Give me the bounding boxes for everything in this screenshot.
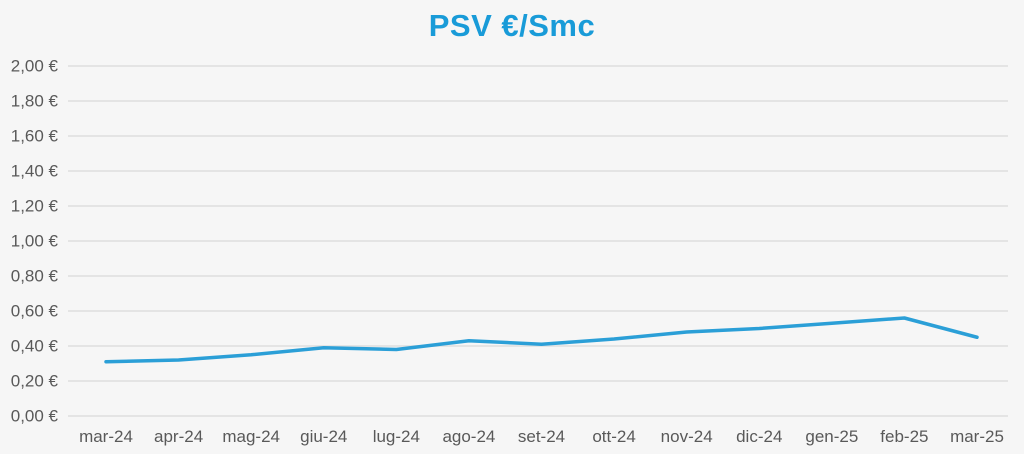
y-axis-tick-label: 2,00 € <box>10 56 58 76</box>
y-axis-tick-label: 0,40 € <box>10 336 58 356</box>
x-axis-tick-label: mar-24 <box>79 427 133 446</box>
x-axis-tick-label: gen-25 <box>805 427 859 446</box>
chart-title: PSV €/Smc <box>428 8 596 43</box>
x-axis-tick-label: nov-24 <box>660 427 713 446</box>
y-axis-tick-label: 0,20 € <box>10 371 58 391</box>
x-axis-tick-label: dic-24 <box>736 427 783 446</box>
x-axis-tick-label: giu-24 <box>300 427 348 446</box>
x-axis-tick-label: apr-24 <box>154 427 204 446</box>
y-axis-tick-label: 1,40 € <box>10 161 58 181</box>
x-axis-tick-label: ott-24 <box>592 427 636 446</box>
x-axis-tick-label: lug-24 <box>372 427 420 446</box>
x-axis-tick-label: mar-25 <box>950 427 1004 446</box>
x-axis-tick-label: set-24 <box>517 427 566 446</box>
y-axis-tick-label: 1,80 € <box>10 91 58 111</box>
y-axis-tick-label: 0,60 € <box>10 301 58 321</box>
y-axis-tick-label: 1,60 € <box>10 126 58 146</box>
y-axis-tick-label: 1,00 € <box>10 231 58 251</box>
x-axis-tick-label: mag-24 <box>222 427 280 446</box>
y-axis-tick-label: 0,00 € <box>10 406 58 426</box>
y-axis-tick-label: 1,20 € <box>10 196 58 216</box>
data-line-psv <box>104 316 979 364</box>
x-axis-tick-label: ago-24 <box>442 427 496 446</box>
x-axis-tick-label: feb-25 <box>880 427 929 446</box>
y-axis-tick-label: 0,80 € <box>10 266 58 286</box>
